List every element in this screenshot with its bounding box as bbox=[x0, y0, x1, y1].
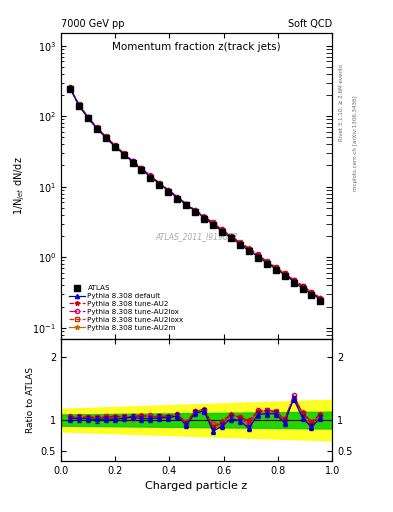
Text: Rivet 3.1.10; ≥ 2.6M events: Rivet 3.1.10; ≥ 2.6M events bbox=[339, 64, 344, 141]
Text: Momentum fraction z(track jets): Momentum fraction z(track jets) bbox=[112, 42, 281, 52]
Text: mcplots.cern.ch [arXiv:1306.3436]: mcplots.cern.ch [arXiv:1306.3436] bbox=[353, 96, 358, 191]
Y-axis label: Ratio to ATLAS: Ratio to ATLAS bbox=[26, 367, 35, 433]
Y-axis label: 1/N$_{jet}$ dN/dz: 1/N$_{jet}$ dN/dz bbox=[12, 157, 27, 215]
Legend: ATLAS, Pythia 8.308 default, Pythia 8.308 tune-AU2, Pythia 8.308 tune-AU2lox, Py: ATLAS, Pythia 8.308 default, Pythia 8.30… bbox=[67, 284, 185, 332]
Text: ATLAS_2011_I919017: ATLAS_2011_I919017 bbox=[155, 232, 238, 241]
Text: 7000 GeV pp: 7000 GeV pp bbox=[61, 19, 125, 29]
Text: Soft QCD: Soft QCD bbox=[288, 19, 332, 29]
X-axis label: Charged particle z: Charged particle z bbox=[145, 481, 248, 491]
